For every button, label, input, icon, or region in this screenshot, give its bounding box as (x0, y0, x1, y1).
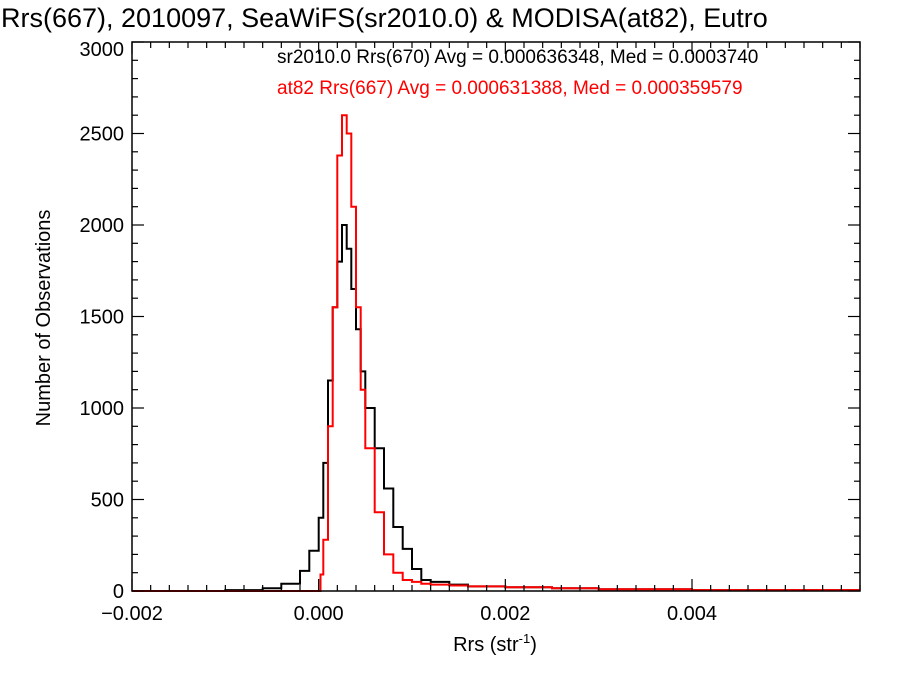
ticks-layer: −0.002 0.000 0.002 0.004 0 500 1000 1500 2000 250… (80, 39, 861, 625)
x-tick-label: 0.004 (667, 603, 717, 625)
legend-entry-at82: at82 Rrs(667) Avg = 0.000631388, Med = 0… (277, 78, 743, 99)
plot-frame (131, 41, 861, 592)
legend-entry-sr2010: sr2010.0 Rrs(670) Avg = 0.000636348, Med… (277, 47, 758, 68)
series-line-0 (132, 224, 860, 592)
y-axis-label: Number of Observations (33, 210, 55, 427)
series-layer (132, 114, 860, 592)
y-tick-label: 0 (113, 581, 124, 603)
x-tick-label: −0.002 (101, 603, 163, 625)
x-axis-label: Rrs (str-1) (453, 631, 537, 656)
x-tick-label: 0.002 (480, 603, 530, 625)
y-tick-label: 2500 (80, 124, 125, 146)
y-tick-label: 3000 (80, 39, 125, 61)
y-tick-label: 500 (91, 490, 124, 512)
y-tick-label: 1500 (80, 307, 125, 329)
x-tick-label: 0.000 (294, 603, 344, 625)
series-line-1 (132, 114, 860, 592)
chart-title: Rrs(667), 2010097, SeaWiFS(sr2010.0) & M… (1, 3, 768, 33)
y-tick-label: 2000 (80, 215, 125, 237)
y-tick-label: 1000 (80, 398, 125, 420)
